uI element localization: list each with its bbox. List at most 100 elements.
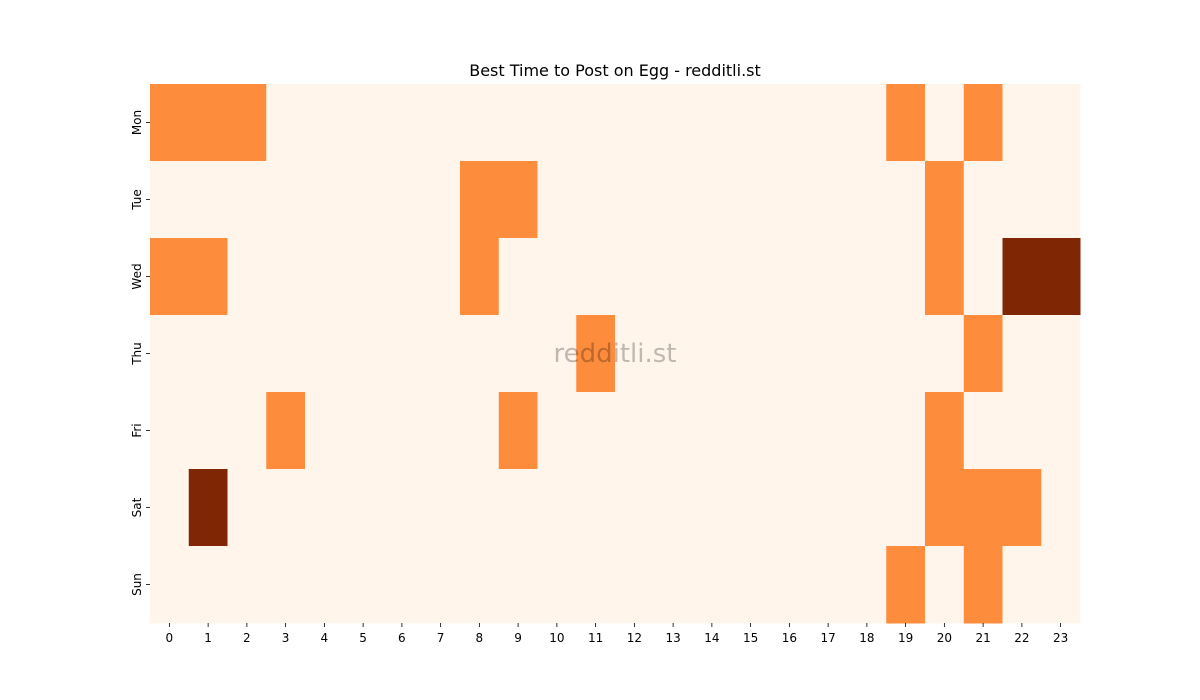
heatmap-cell-tue-8 xyxy=(460,161,500,239)
heatmap-cell-wed-21 xyxy=(963,238,1003,316)
heatmap-cell-mon-17 xyxy=(808,84,848,162)
y-tick-label-sun: Sun xyxy=(130,573,144,596)
x-tick-label-0: 0 xyxy=(166,631,174,645)
heatmap-cell-mon-18 xyxy=(847,84,887,162)
heatmap-cell-thu-22 xyxy=(1002,315,1042,393)
heatmap-cell-mon-14 xyxy=(692,84,732,162)
heatmap-cell-fri-21 xyxy=(963,392,1003,470)
heatmap-cell-sun-9 xyxy=(498,546,538,624)
heatmap-cell-wed-7 xyxy=(421,238,461,316)
heatmap-cell-wed-11 xyxy=(576,238,616,316)
heatmap-cell-wed-19 xyxy=(886,238,926,316)
heatmap-cell-sun-14 xyxy=(692,546,732,624)
heatmap-cell-tue-23 xyxy=(1041,161,1081,239)
heatmap-cell-sun-0 xyxy=(150,546,190,624)
heatmap-cell-wed-16 xyxy=(770,238,810,316)
heatmap-cell-thu-4 xyxy=(305,315,345,393)
heatmap-cell-wed-17 xyxy=(808,238,848,316)
x-tick-label-15: 15 xyxy=(743,631,758,645)
heatmap-cell-sun-11 xyxy=(576,546,616,624)
heatmap-cell-sun-3 xyxy=(266,546,306,624)
heatmap-cell-fri-14 xyxy=(692,392,732,470)
heatmap-cell-tue-7 xyxy=(421,161,461,239)
heatmap-cell-tue-10 xyxy=(537,161,577,239)
heatmap-cell-fri-20 xyxy=(925,392,965,470)
heatmap-cell-thu-9 xyxy=(498,315,538,393)
heatmap-cell-wed-2 xyxy=(227,238,267,316)
heatmap-cell-tue-13 xyxy=(653,161,693,239)
heatmap-cell-tue-22 xyxy=(1002,161,1042,239)
heatmap-cell-thu-23 xyxy=(1041,315,1081,393)
heatmap-cell-fri-17 xyxy=(808,392,848,470)
heatmap-cell-sat-17 xyxy=(808,469,848,547)
x-tick-label-12: 12 xyxy=(627,631,642,645)
heatmap-cell-tue-18 xyxy=(847,161,887,239)
heatmap-cell-thu-17 xyxy=(808,315,848,393)
heatmap-cell-fri-9 xyxy=(498,392,538,470)
x-tick-label-7: 7 xyxy=(437,631,445,645)
x-axis-ticks: 0 1 2 3 4 5 6 7 8 9 10 11 12 13 14 15 16 17 18 19 20 21 22 23 xyxy=(166,623,1068,645)
heatmap-cell-tue-0 xyxy=(150,161,190,239)
x-tick-label-17: 17 xyxy=(820,631,835,645)
heatmap-cell-tue-2 xyxy=(227,161,267,239)
heatmap-cell-mon-11 xyxy=(576,84,616,162)
heatmap-cell-mon-16 xyxy=(770,84,810,162)
heatmap-cell-sat-15 xyxy=(731,469,771,547)
heatmap-cell-fri-0 xyxy=(150,392,190,470)
heatmap-cell-sat-13 xyxy=(653,469,693,547)
heatmap-cell-fri-5 xyxy=(343,392,383,470)
heatmap-cell-tue-12 xyxy=(615,161,655,239)
x-tick-label-9: 9 xyxy=(514,631,522,645)
heatmap-cell-sun-4 xyxy=(305,546,345,624)
x-tick-label-3: 3 xyxy=(282,631,290,645)
heatmap-cell-wed-14 xyxy=(692,238,732,316)
heatmap-cell-sat-20 xyxy=(925,469,965,547)
heatmap-cell-sat-3 xyxy=(266,469,306,547)
heatmap-cell-sun-6 xyxy=(382,546,422,624)
heatmap-cell-thu-5 xyxy=(343,315,383,393)
x-tick-label-20: 20 xyxy=(937,631,952,645)
heatmap-cell-fri-4 xyxy=(305,392,345,470)
heatmap-cell-sat-0 xyxy=(150,469,190,547)
heatmap-cell-sat-23 xyxy=(1041,469,1081,547)
heatmap-cell-tue-17 xyxy=(808,161,848,239)
x-tick-label-10: 10 xyxy=(549,631,564,645)
heatmap-cell-wed-12 xyxy=(615,238,655,316)
x-tick-label-21: 21 xyxy=(975,631,990,645)
heatmap-cell-sat-12 xyxy=(615,469,655,547)
x-tick-label-18: 18 xyxy=(859,631,874,645)
heatmap-cell-thu-18 xyxy=(847,315,887,393)
heatmap-cell-tue-19 xyxy=(886,161,926,239)
heatmap-cell-mon-15 xyxy=(731,84,771,162)
heatmap-cell-tue-21 xyxy=(963,161,1003,239)
heatmap-cell-thu-1 xyxy=(188,315,228,393)
heatmap-cell-sat-2 xyxy=(227,469,267,547)
heatmap-cell-sun-18 xyxy=(847,546,887,624)
x-tick-label-2: 2 xyxy=(243,631,251,645)
heatmap-cell-sun-17 xyxy=(808,546,848,624)
heatmap-cell-thu-8 xyxy=(460,315,500,393)
heatmap-cell-wed-13 xyxy=(653,238,693,316)
y-tick-label-wed: Wed xyxy=(130,263,144,289)
heatmap-cell-wed-8 xyxy=(460,238,500,316)
heatmap-cell-sun-23 xyxy=(1041,546,1081,624)
x-tick-label-19: 19 xyxy=(898,631,913,645)
heatmap-cell-sat-6 xyxy=(382,469,422,547)
heatmap-cell-fri-18 xyxy=(847,392,887,470)
x-tick-label-4: 4 xyxy=(321,631,329,645)
heatmap-cell-tue-16 xyxy=(770,161,810,239)
heatmap-cell-sun-16 xyxy=(770,546,810,624)
heatmap-cell-sat-8 xyxy=(460,469,500,547)
heatmap-cell-mon-13 xyxy=(653,84,693,162)
heatmap-cell-mon-8 xyxy=(460,84,500,162)
heatmap-cell-wed-18 xyxy=(847,238,887,316)
heatmap-cell-fri-2 xyxy=(227,392,267,470)
heatmap-cell-wed-20 xyxy=(925,238,965,316)
heatmap-cell-thu-10 xyxy=(537,315,577,393)
heatmap-cell-sun-13 xyxy=(653,546,693,624)
heatmap-cell-mon-10 xyxy=(537,84,577,162)
heatmap-cell-mon-22 xyxy=(1002,84,1042,162)
heatmap-cell-wed-22 xyxy=(1002,238,1042,316)
x-tick-label-5: 5 xyxy=(359,631,367,645)
heatmap-cell-mon-21 xyxy=(963,84,1003,162)
